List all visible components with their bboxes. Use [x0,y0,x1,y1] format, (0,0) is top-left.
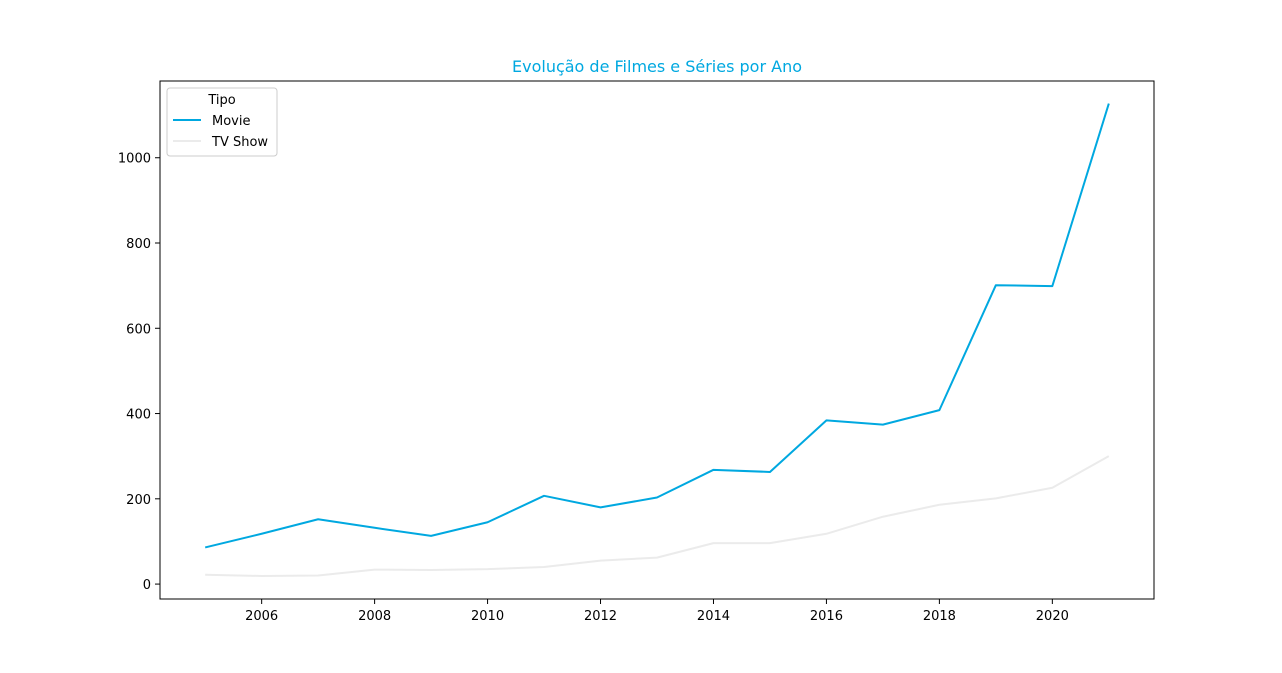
x-tick-label: 2018 [923,609,956,624]
y-tick-label: 0 [143,578,151,593]
chart-title: Evolução de Filmes e Séries por Ano [512,57,802,76]
x-tick-label: 2012 [584,609,617,624]
y-tick-label: 200 [126,493,151,508]
legend-entry: TV Show [211,135,268,150]
series-layer [204,103,1110,577]
x-tick-label: 2014 [697,609,730,624]
x-tick-label: 2010 [471,609,504,624]
plot-frame [159,80,1155,600]
x-tick-label: 2020 [1036,609,1069,624]
x-tick-label: 2016 [810,609,843,624]
legend-title: Tipo [207,93,235,108]
x-tick-label: 2006 [245,609,278,624]
x-tick-label: 2008 [358,609,391,624]
series-line-tv-show [205,455,1110,577]
y-tick-label: 800 [126,237,151,252]
legend: Tipo Movie TV Show [166,87,278,157]
plot-area: 2006 2008 2010 2012 2014 2016 2018 2020 0 200 400 6… [118,80,1155,624]
y-tick-label: 400 [126,408,151,423]
y-tick-label: 600 [126,322,151,337]
legend-box [166,87,278,157]
y-tick-label: 1000 [118,152,151,167]
legend-entry: Movie [212,114,250,129]
series-line-movie [204,103,1110,549]
